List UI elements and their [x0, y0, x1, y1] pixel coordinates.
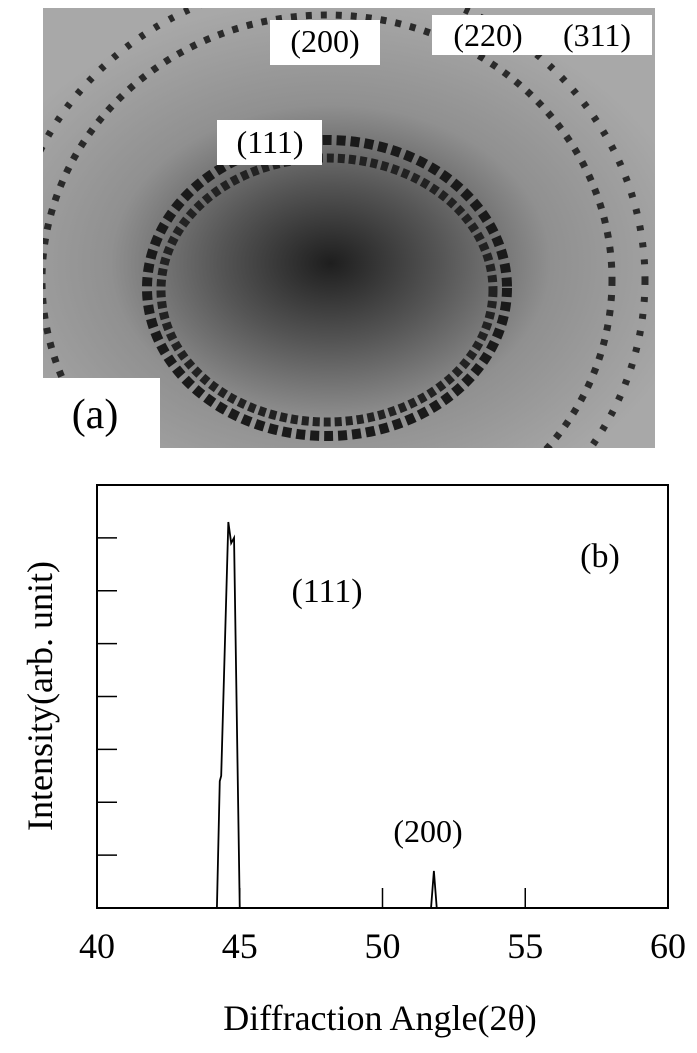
panel-label: (a)	[72, 392, 119, 438]
x-tick-label: 45	[222, 926, 258, 966]
image-background	[43, 8, 655, 448]
data-line	[97, 521, 668, 909]
ring-label: (111)	[237, 124, 304, 160]
panel-label: (b)	[580, 538, 620, 575]
annotation: (200)	[393, 813, 462, 849]
annotation: (111)	[291, 573, 362, 610]
ring-label: (220)	[453, 17, 522, 53]
ring-111	[156, 153, 498, 427]
ring-label: (311)	[563, 17, 631, 53]
label-box	[270, 20, 380, 65]
label-box	[43, 378, 160, 448]
ring-label: (200)	[290, 23, 359, 59]
ring-200	[142, 135, 512, 441]
x-tick-label: 40	[79, 926, 115, 966]
label-box	[217, 120, 322, 165]
diffraction-image	[43, 8, 655, 448]
x-tick-label: 55	[507, 926, 543, 966]
y-axis-label: Intensity(arb. unit)	[20, 561, 60, 831]
x-axis-label: Diffraction Angle(2θ)	[223, 998, 537, 1038]
ring-220	[43, 11, 616, 448]
x-tick-label: 60	[650, 926, 686, 966]
label-box	[432, 15, 652, 55]
ring-311	[43, 8, 649, 448]
x-tick-label: 50	[365, 926, 401, 966]
